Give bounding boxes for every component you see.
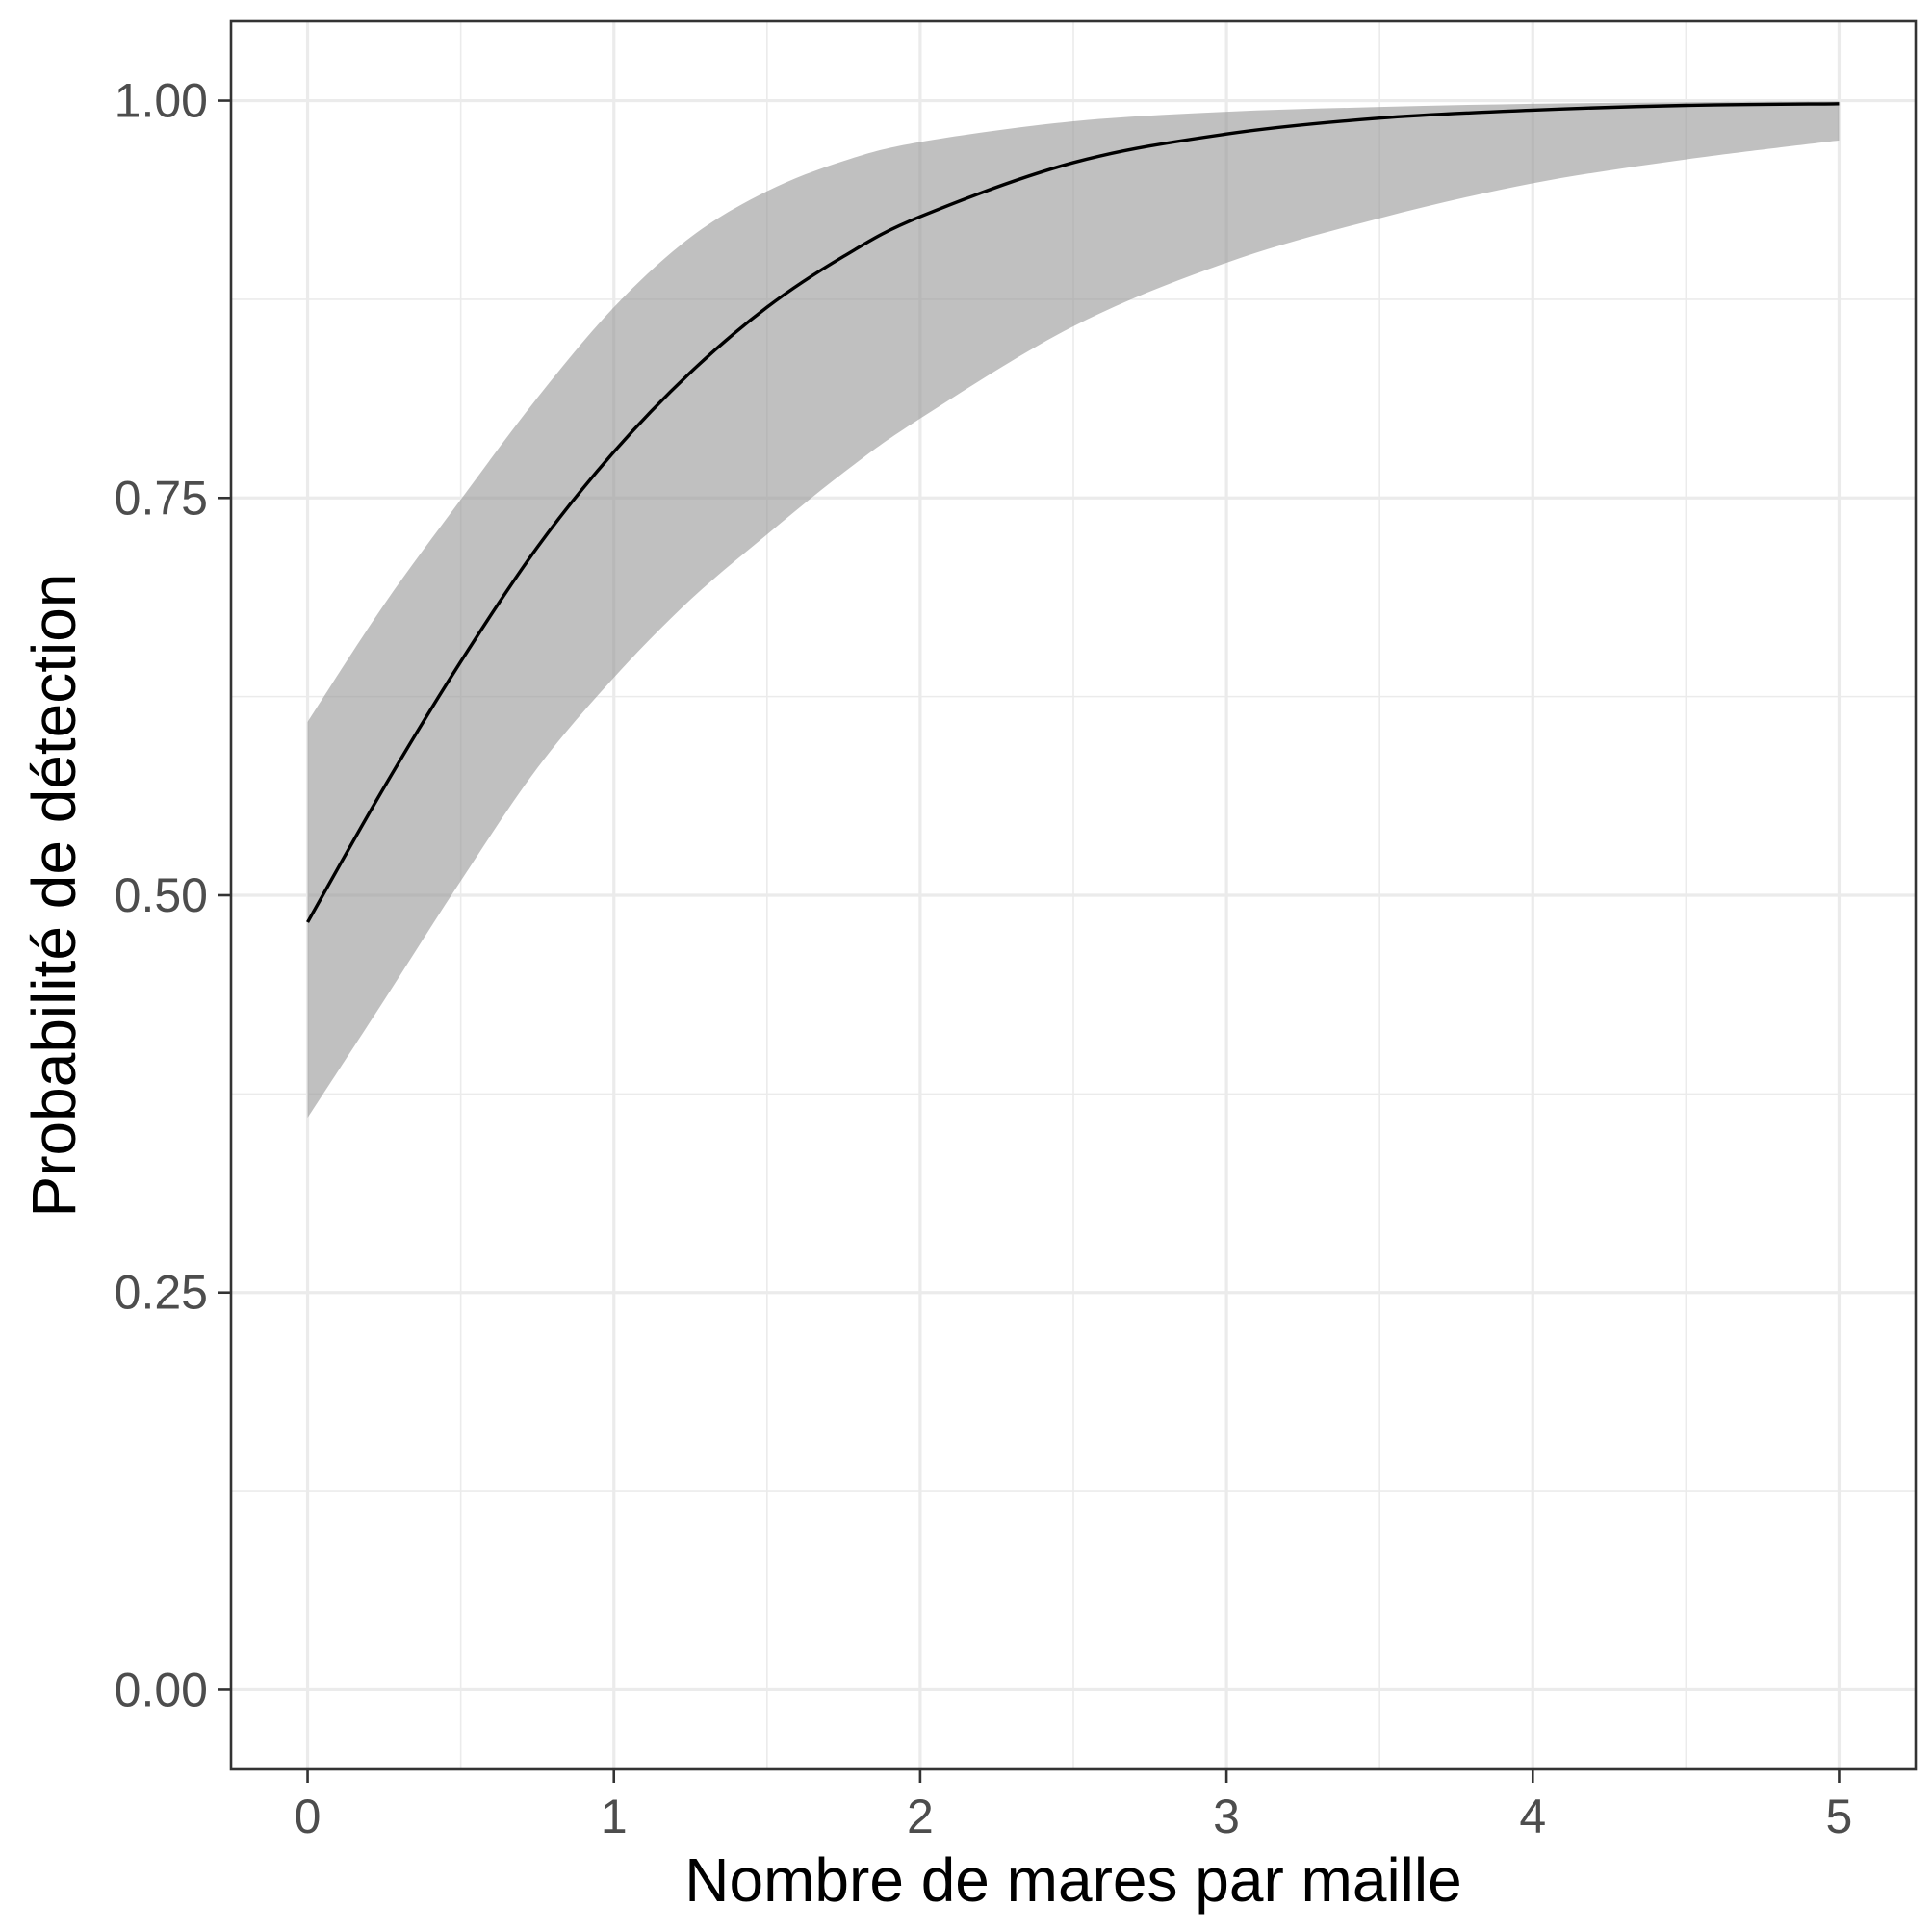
y-axis: 0.00 0.25 0.50 0.75 1.00 xyxy=(115,74,231,1716)
x-tick-label: 4 xyxy=(1519,1790,1546,1843)
y-tick-label: 1.00 xyxy=(115,74,208,128)
x-tick-label: 5 xyxy=(1826,1790,1853,1843)
x-tick-label: 1 xyxy=(601,1790,628,1843)
x-tick-label: 3 xyxy=(1213,1790,1240,1843)
confidence-band xyxy=(307,101,1840,1119)
y-axis-title: Probabilité de détection xyxy=(19,574,89,1218)
x-tick-label: 2 xyxy=(907,1790,934,1843)
x-axis-title: Nombre de mares par maille xyxy=(684,1845,1461,1915)
y-tick-label: 0.25 xyxy=(115,1266,208,1320)
y-tick-label: 0.75 xyxy=(115,471,208,525)
x-axis: 0 1 2 3 4 5 xyxy=(295,1769,1853,1843)
fitted-line xyxy=(306,102,1840,923)
y-tick-label: 0.50 xyxy=(115,868,208,922)
x-tick-label: 0 xyxy=(295,1790,322,1843)
y-tick-label: 0.00 xyxy=(115,1662,208,1716)
